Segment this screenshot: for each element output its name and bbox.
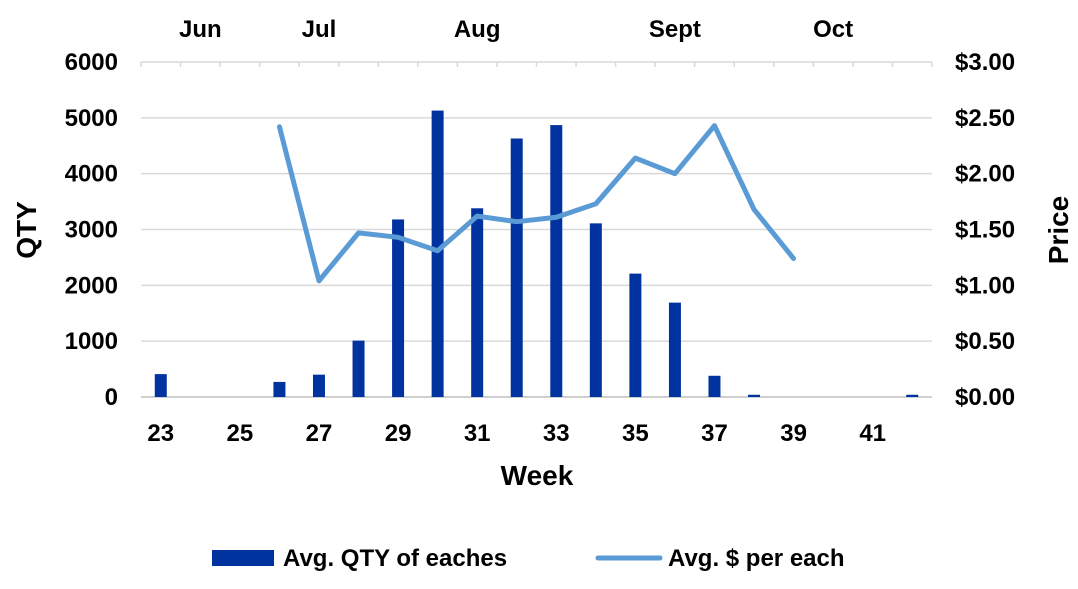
bar — [668, 302, 681, 397]
bar — [510, 138, 523, 397]
legend-swatch-bar — [212, 550, 274, 566]
y2-tick-label: $2.50 — [955, 105, 1015, 132]
x-axis-ticks: 23 25 27 29 31 33 35 37 39 41 — [147, 420, 886, 447]
bar — [906, 394, 919, 397]
x-tick-label: 29 — [385, 420, 412, 447]
legend: Avg. QTY of eaches Avg. $ per each — [212, 545, 845, 572]
x-tick-label: 27 — [306, 420, 333, 447]
price-line-layer — [276, 123, 797, 284]
bar — [431, 110, 444, 397]
y-tick-label: 0 — [105, 384, 118, 411]
month-label: Oct — [813, 16, 853, 43]
bar — [708, 375, 721, 397]
y2-tick-label: $1.50 — [955, 217, 1015, 244]
legend-label-qty: Avg. QTY of eaches — [283, 545, 507, 572]
y-tick-label: 6000 — [65, 49, 118, 76]
gridlines — [141, 61, 932, 398]
legend-label-price: Avg. $ per each — [668, 545, 845, 572]
y-tick-label: 4000 — [65, 161, 118, 188]
y2-axis-title: Price — [1043, 196, 1074, 265]
y2-tick-label: $0.50 — [955, 328, 1015, 355]
bar — [392, 219, 405, 397]
x-tick-label: 33 — [543, 420, 570, 447]
x-tick-label: 23 — [147, 420, 174, 447]
x-axis-title: Week — [501, 460, 574, 491]
x-tick-label: 41 — [859, 420, 886, 447]
y-tick-label: 5000 — [65, 105, 118, 132]
qty-bars — [154, 110, 919, 397]
bar — [629, 273, 642, 397]
bar — [352, 340, 365, 397]
bar — [748, 394, 761, 397]
bar — [550, 125, 563, 397]
bar — [312, 374, 325, 397]
y2-tick-label: $1.00 — [955, 272, 1015, 299]
y2-tick-label: $0.00 — [955, 384, 1015, 411]
top-axis-ticks — [140, 62, 933, 67]
month-label: Aug — [454, 16, 501, 43]
x-tick-label: 25 — [227, 420, 254, 447]
bar — [273, 381, 286, 397]
y-tick-label: 1000 — [65, 328, 118, 355]
y-axis-title: QTY — [11, 201, 42, 259]
bar — [471, 208, 484, 397]
y2-tick-label: $2.00 — [955, 161, 1015, 188]
price-line — [276, 123, 797, 284]
y-tick-label: 3000 — [65, 217, 118, 244]
y-tick-label: 2000 — [65, 272, 118, 299]
y-axis-right-ticks: $0.00 $0.50 $1.00 $1.50 $2.00 $2.50 $3.00 — [955, 49, 1015, 411]
month-label: Sept — [649, 16, 701, 43]
bar — [589, 223, 602, 397]
y2-tick-label: $3.00 — [955, 49, 1015, 76]
x-tick-label: 39 — [780, 420, 807, 447]
x-tick-label: 37 — [701, 420, 728, 447]
month-label: Jun — [179, 16, 222, 43]
month-label: Jul — [302, 16, 337, 43]
bar — [154, 374, 167, 397]
x-tick-label: 35 — [622, 420, 649, 447]
x-tick-label: 31 — [464, 420, 491, 447]
y-axis-left-ticks: 0 1000 2000 3000 4000 5000 6000 — [65, 49, 118, 411]
month-labels: Jun Jul Aug Sept Oct — [179, 16, 853, 43]
